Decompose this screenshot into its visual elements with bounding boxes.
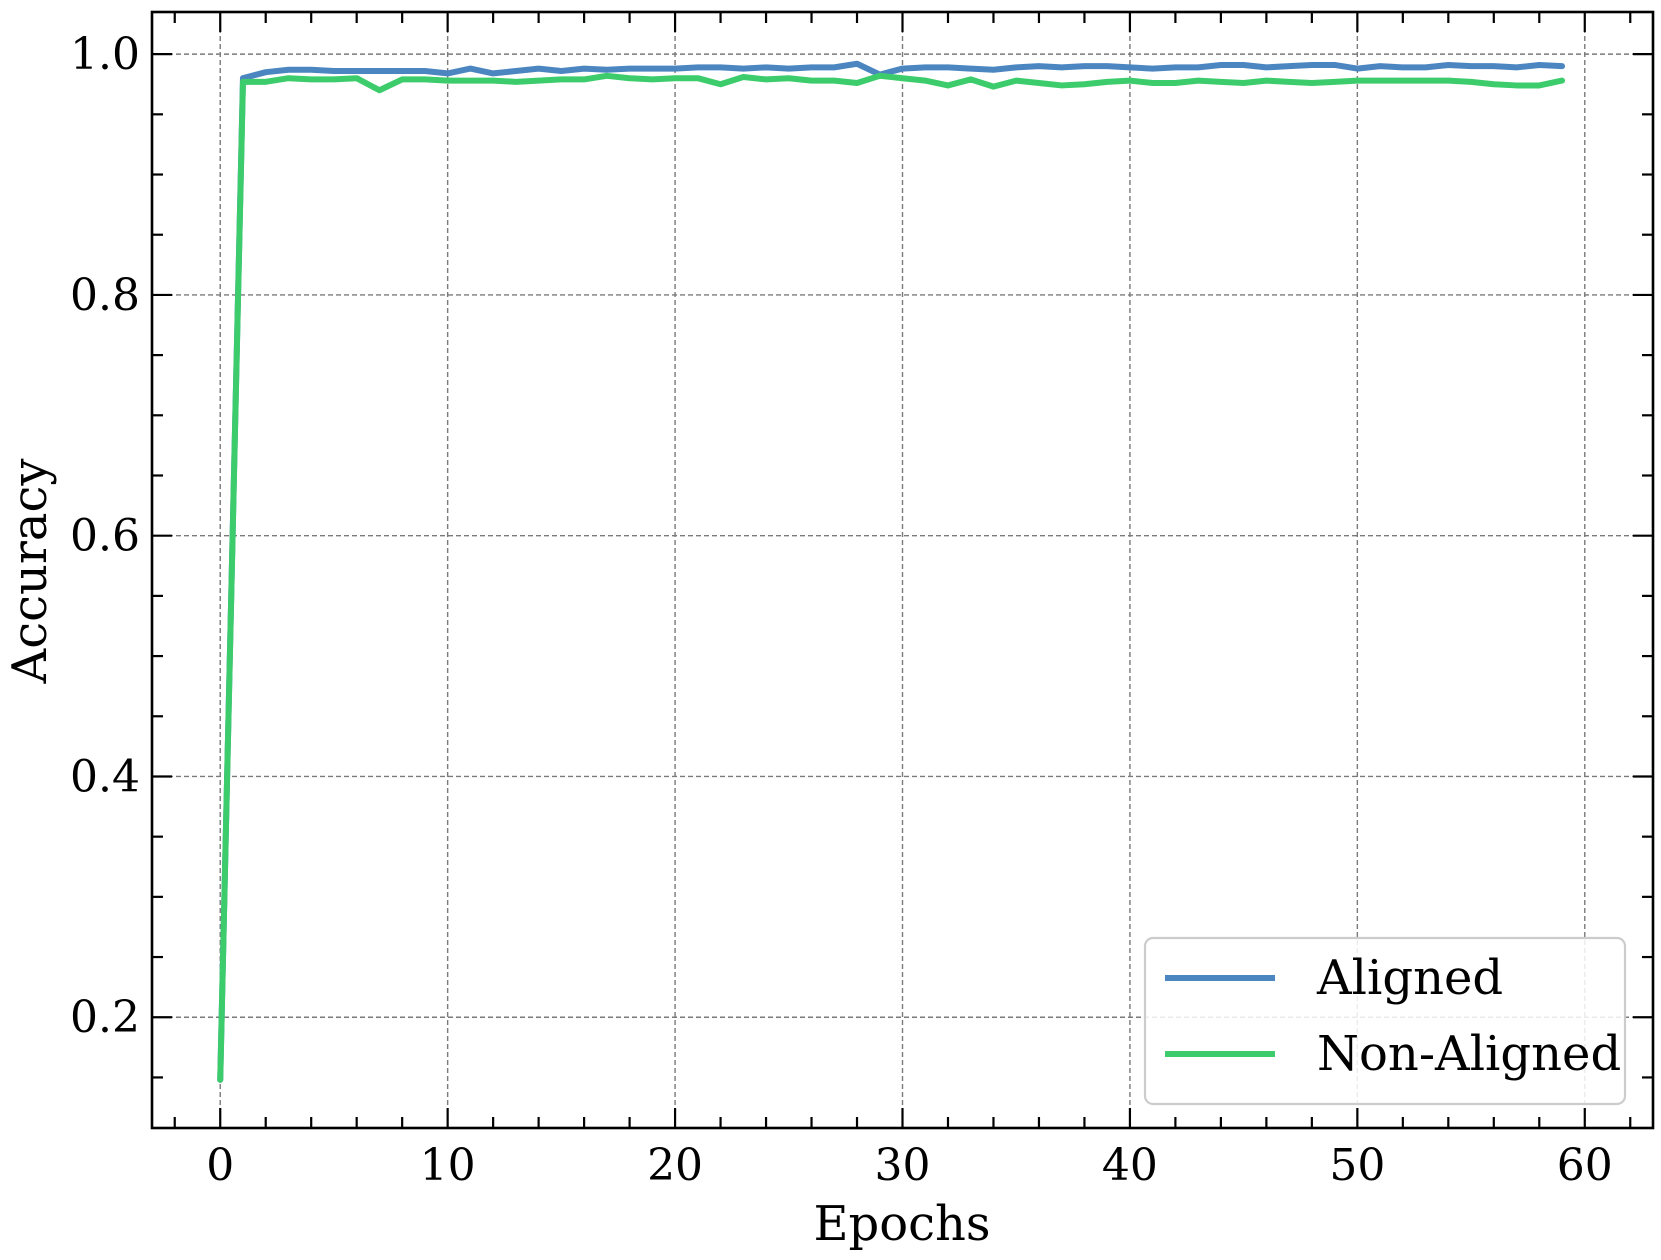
y-tick-label: 0.6: [70, 511, 140, 562]
y-tick-label: 0.2: [70, 992, 140, 1043]
series-line-non-aligned: [217, 72, 1566, 1083]
x-axis-label: Epochs: [813, 1196, 990, 1252]
x-tick-label: 0: [206, 1140, 234, 1191]
series-layer: [217, 60, 1566, 1083]
x-tick-label: 60: [1557, 1140, 1613, 1191]
tick-marks: [152, 12, 1653, 1128]
y-tick-label: 0.8: [70, 270, 140, 321]
y-axis-label: Accuracy: [2, 459, 58, 685]
legend-label-non-aligned: Non-Aligned: [1317, 1026, 1621, 1082]
plot-frame: [150, 10, 1655, 1130]
y-tick-label: 0.4: [70, 751, 140, 802]
x-tick-label: 50: [1329, 1140, 1385, 1191]
legend-label-aligned: Aligned: [1316, 950, 1503, 1006]
x-tick-labels: 0 10 20 30 40 50 60: [206, 1140, 1613, 1191]
x-tick-label: 30: [875, 1140, 931, 1191]
series-line-aligned: [217, 60, 1566, 1083]
x-tick-label: 40: [1102, 1140, 1158, 1191]
x-tick-label: 10: [420, 1140, 476, 1191]
y-tick-labels: 0.2 0.4 0.6 0.8 1.0: [70, 29, 140, 1043]
grid-lines: [152, 12, 1653, 1128]
legend: Aligned Non-Aligned: [1143, 936, 1627, 1106]
y-tick-label: 1.0: [70, 29, 140, 80]
x-tick-label: 20: [647, 1140, 703, 1191]
